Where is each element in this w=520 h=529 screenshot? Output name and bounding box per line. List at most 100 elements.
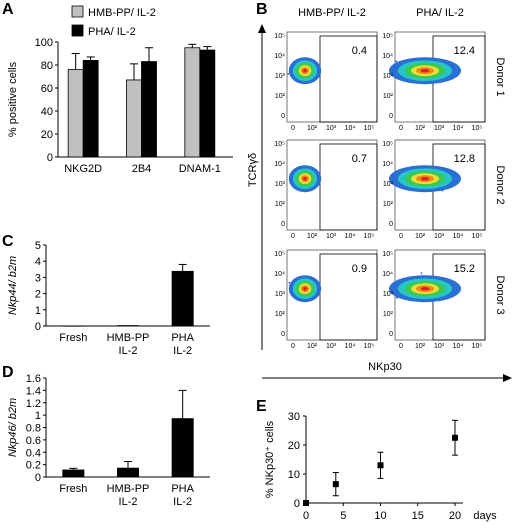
flow-x-tick: 0: [291, 233, 295, 240]
donor-label: Donor 2: [494, 165, 506, 204]
panel-label-a: A: [2, 1, 14, 18]
flow-y-tick: 10⁴: [382, 53, 393, 60]
flow-y-tick: 10²: [275, 311, 286, 318]
y-arrow-head: [258, 24, 266, 33]
flow-x-tick: 10²: [415, 233, 426, 240]
data-point: [303, 500, 309, 506]
x-tick-label: HMB-PP: [107, 483, 150, 495]
gate: [319, 253, 378, 341]
flow-y-tick: 10²: [383, 311, 394, 318]
flow-y-tick: 10⁵: [382, 141, 393, 148]
y-tick-label: 0.6: [26, 435, 41, 447]
gate-percentage: 15.2: [454, 263, 475, 275]
x-tick-label: 0: [303, 510, 309, 522]
flow-x-tick: 10³: [434, 233, 445, 240]
y-tick-label: 1.2: [26, 398, 41, 410]
flow-x-tick: 0: [291, 125, 295, 132]
flow-x-tick: 10³: [326, 233, 337, 240]
flow-y-tick: 10⁵: [274, 251, 285, 258]
x-tick-label: 15: [412, 510, 424, 522]
panel-label-c: C: [2, 233, 14, 250]
density-contour: [420, 286, 430, 291]
flow-x-tick: 10⁴: [453, 125, 464, 132]
bar: [141, 61, 157, 158]
flow-x-tick: 10²: [307, 233, 318, 240]
event-dot: [420, 272, 423, 274]
y-tick-label: 0: [294, 498, 300, 510]
x-tick-label: IL-2: [173, 496, 192, 508]
gate-percentage: 0.7: [352, 153, 367, 165]
y-tick-label: 1.4: [26, 385, 41, 397]
flow-x-tick: 10²: [415, 343, 426, 350]
x-tick-label: 10: [374, 510, 386, 522]
flow-y-tick: 10²: [275, 93, 286, 100]
bar: [62, 469, 85, 477]
gate-percentage: 0.9: [352, 263, 367, 275]
y-tick-label: 4: [35, 256, 41, 268]
gate-percentage: 12.4: [454, 45, 475, 57]
flow-x-tick: 0: [399, 125, 403, 132]
x-tick-label: 20: [449, 510, 461, 522]
flow-y-tick: 0: [281, 221, 285, 228]
x-tick-label: PHA: [171, 332, 194, 344]
flow-y-tick: 10⁴: [382, 271, 393, 278]
column-title: PHA/ IL-2: [416, 7, 464, 19]
flow-x-tick: 0: [399, 233, 403, 240]
flow-x-tick: 10⁴: [345, 233, 356, 240]
event-dot: [287, 73, 290, 75]
event-dot: [395, 60, 398, 63]
flow-x-tick: 10⁵: [472, 343, 483, 350]
y-tick-label: 1: [35, 305, 41, 317]
bar: [117, 467, 139, 477]
y-tick-label: 0: [35, 472, 41, 484]
flow-y-tick: 10²: [383, 201, 394, 208]
flow-y-tick: 10²: [275, 201, 286, 208]
flow-x-tick: 10⁵: [364, 343, 375, 350]
data-point: [377, 462, 384, 469]
flow-x-tick: 0: [291, 343, 295, 350]
flow-y-tick: 10³: [275, 73, 286, 80]
flow-x-tick: 10⁴: [345, 125, 356, 132]
flow-x-tick: 10⁴: [453, 233, 464, 240]
legend-label: PHA/ IL-2: [88, 26, 136, 38]
bar: [184, 47, 201, 158]
flow-y-tick: 10³: [383, 73, 394, 80]
y-axis-label: % positive cells: [7, 61, 19, 137]
y-tick-label: 100: [35, 37, 53, 49]
flow-x-tick: 10⁵: [472, 125, 483, 132]
x-unit-label: days: [473, 510, 497, 522]
density-contour: [420, 68, 430, 73]
y-tick-label: 1.6: [26, 373, 41, 385]
x-tick-label: 5: [340, 510, 346, 522]
flow-y-tick: 0: [281, 113, 285, 120]
y-tick-label: 40: [41, 106, 53, 118]
donor-label: Donor 3: [494, 275, 506, 314]
bar: [126, 79, 142, 158]
x-tick-label: Fresh: [59, 483, 87, 495]
flow-x-tick: 10³: [434, 125, 445, 132]
flow-x-tick: 10³: [326, 125, 337, 132]
panel-label-e: E: [256, 398, 267, 415]
flow-x-tick: 10⁴: [345, 343, 356, 350]
donor-label: Donor 1: [494, 57, 506, 96]
legend-swatch: [71, 24, 84, 37]
y-tick-label: 20: [41, 129, 53, 141]
y-tick-label: 1: [35, 410, 41, 422]
x-tick-label: HMB-PP: [107, 332, 150, 344]
bar: [199, 49, 216, 158]
x-tick-label: DNAM-1: [179, 163, 221, 175]
legend-swatch: [71, 5, 84, 18]
gate: [319, 35, 378, 123]
x-tick-label: IL-2: [119, 345, 138, 357]
flow-x-tick: 10⁵: [364, 125, 375, 132]
gate: [319, 143, 378, 231]
density-contour: [303, 68, 307, 73]
legend-label: HMB-PP/ IL-2: [88, 7, 156, 19]
chart-d: 00.20.40.60.811.21.41.6 Nkp46/ b2m Fresh HM…: [7, 373, 210, 508]
y-axis-label: Nkp46/ b2m: [7, 398, 19, 457]
panel-label-b: B: [256, 1, 268, 18]
y-axis-label: TCRγδ: [247, 153, 259, 187]
flow-y-tick: 10³: [275, 181, 286, 188]
